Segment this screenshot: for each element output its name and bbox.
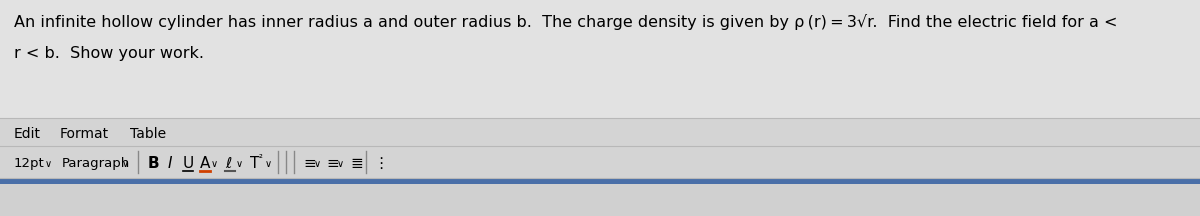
FancyBboxPatch shape <box>0 0 1200 118</box>
Text: ²: ² <box>259 154 263 164</box>
Text: r < b.  Show your work.: r < b. Show your work. <box>14 46 204 61</box>
Text: ∨: ∨ <box>236 159 244 169</box>
Text: An infinite hollow cylinder has inner radius a and outer radius b.  The charge d: An infinite hollow cylinder has inner ra… <box>14 14 1117 30</box>
Text: I: I <box>168 156 173 171</box>
Text: Format: Format <box>60 127 109 141</box>
Text: ≡: ≡ <box>302 156 316 171</box>
FancyBboxPatch shape <box>0 118 1200 146</box>
Text: ⋮: ⋮ <box>373 156 389 171</box>
Text: ≣: ≣ <box>350 156 362 171</box>
Text: Table: Table <box>130 127 166 141</box>
Text: A: A <box>200 156 210 171</box>
Text: ≡: ≡ <box>326 156 338 171</box>
Text: 12pt: 12pt <box>14 157 44 170</box>
Text: ∨: ∨ <box>265 159 272 169</box>
Text: B: B <box>148 156 160 171</box>
Text: Edit: Edit <box>14 127 41 141</box>
Text: Paragraph: Paragraph <box>62 157 131 170</box>
Text: ∨: ∨ <box>337 159 344 169</box>
Text: U: U <box>182 156 194 171</box>
Text: ∨: ∨ <box>314 159 322 169</box>
Text: ℓ: ℓ <box>226 156 232 171</box>
Text: ∨: ∨ <box>211 159 218 169</box>
FancyBboxPatch shape <box>0 178 1200 184</box>
Text: ∨: ∨ <box>46 159 52 169</box>
FancyBboxPatch shape <box>0 146 1200 178</box>
Text: ∨: ∨ <box>122 159 130 169</box>
Text: T: T <box>250 156 259 171</box>
